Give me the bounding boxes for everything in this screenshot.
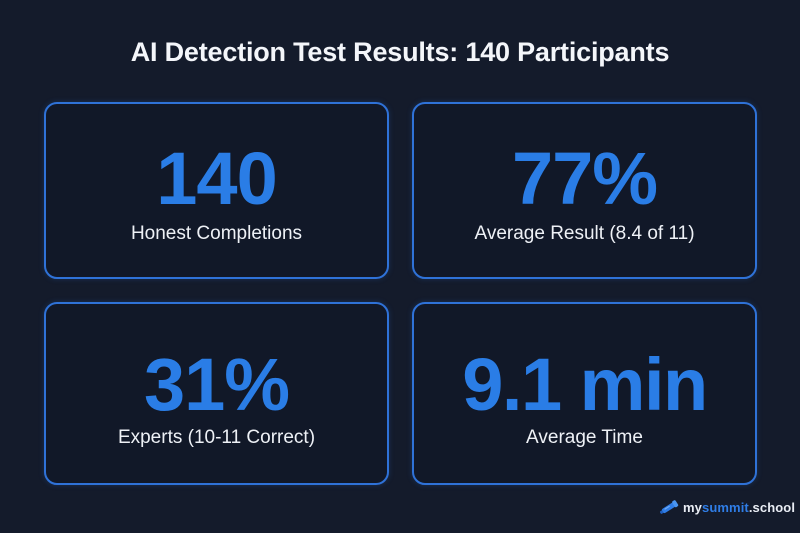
stat-label: Average Result (8.4 of 11) (474, 223, 695, 244)
stat-label: Average Time (526, 427, 643, 448)
telescope-icon (659, 500, 679, 514)
brand-name: mysummit.school (683, 500, 795, 515)
stat-label: Experts (10-11 Correct) (117, 427, 316, 448)
brand-name-accent: summit (702, 499, 749, 515)
stat-card-average-result: 77% Average Result (8.4 of 11) (412, 102, 757, 279)
stat-value: 31% (143, 343, 290, 426)
stat-card-experts: 31% Experts (10-11 Correct) (44, 302, 389, 485)
stat-label: Honest Completions (130, 223, 303, 244)
stat-card-average-time: 9.1 min Average Time (412, 302, 757, 485)
brand-name-suffix: .school (748, 499, 796, 515)
stat-value: 140 (156, 137, 277, 220)
stat-card-completions: 140 Honest Completions (44, 102, 389, 279)
page-title: AI Detection Test Results: 140 Participa… (130, 37, 670, 67)
stat-value: 77% (511, 137, 658, 220)
brand-logo: mysummit.school (658, 498, 795, 516)
brand-name-prefix: my (683, 499, 702, 515)
stat-value: 9.1 min (462, 343, 708, 426)
